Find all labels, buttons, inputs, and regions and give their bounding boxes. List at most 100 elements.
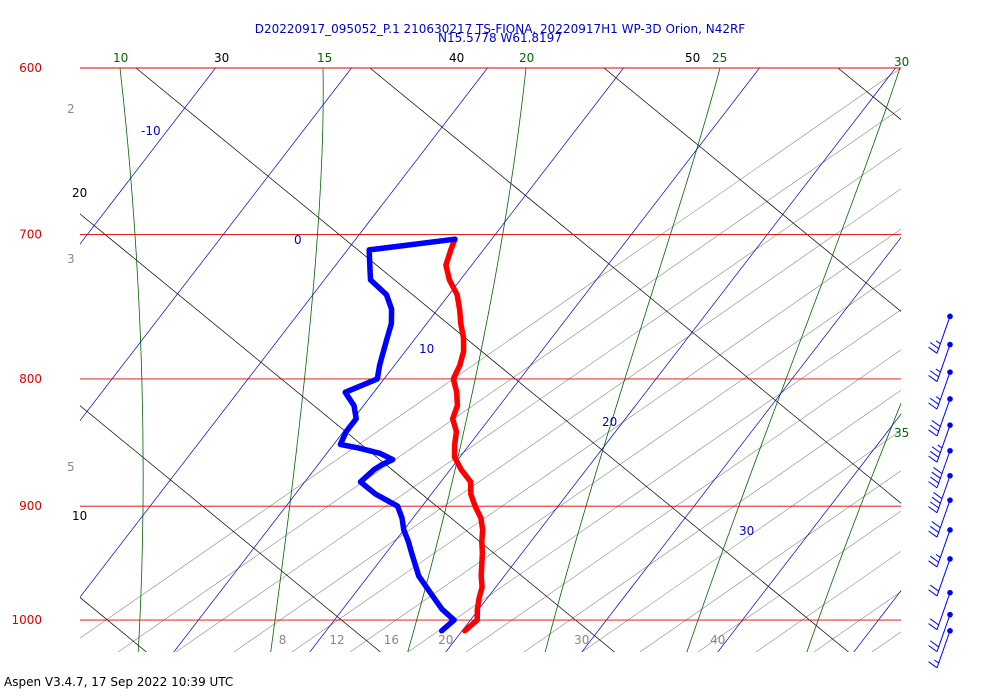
mixing-ratio-line xyxy=(175,148,901,652)
wind-barb-full xyxy=(928,375,938,382)
wind-barb-full xyxy=(929,342,939,350)
isobar-lines xyxy=(80,67,901,621)
wind-barb-station-dot xyxy=(947,589,953,596)
temperature-trace xyxy=(443,236,486,634)
wind-barb-staff xyxy=(936,344,951,382)
mixing-ratio-line xyxy=(813,591,901,652)
dry-adiabat-label: 40 xyxy=(449,51,464,65)
isotherm-label: 30 xyxy=(739,524,754,538)
moist-adiabat-label: 25 xyxy=(712,51,727,65)
wind-barb-half xyxy=(934,659,939,664)
wind-barb-station-dot xyxy=(947,422,953,428)
dry-adiabat-line xyxy=(837,68,901,121)
moist-adiabat-lines xyxy=(119,68,901,652)
wind-barb-staff xyxy=(936,614,951,652)
wind-barb xyxy=(928,447,953,489)
wind-barb-full xyxy=(928,346,938,354)
isotherm-label: 0 xyxy=(294,233,302,247)
wind-barb-station-dot xyxy=(947,497,953,503)
wind-barb xyxy=(928,396,953,437)
wind-barb-staff xyxy=(936,371,951,410)
mixing-ratio-line xyxy=(639,470,901,652)
isotherm-line xyxy=(173,68,624,652)
wind-barb-full xyxy=(929,501,939,509)
mixing-ratio-line xyxy=(233,188,901,652)
wind-barb-full xyxy=(928,402,938,410)
wind-barb-full xyxy=(929,397,939,405)
wind-barb-full xyxy=(933,467,943,475)
isotherm-line xyxy=(853,590,901,652)
wind-barb-station-dot xyxy=(947,611,953,618)
wind-barb-full xyxy=(929,450,939,458)
wind-barb-staff xyxy=(936,529,951,568)
temperature-tick-label: 40 xyxy=(710,633,725,647)
mixing-ratio-line xyxy=(988,68,1000,652)
wind-barb-station-dot xyxy=(947,447,953,454)
mixing-ratio-line xyxy=(117,107,901,652)
wind-barb-full xyxy=(928,623,938,631)
moist-adiabat-label: 10 xyxy=(113,51,128,65)
isotherm-line xyxy=(80,68,352,422)
moist-adiabat-line xyxy=(407,68,527,652)
wind-barb-station-dot xyxy=(947,313,953,320)
temperature-tick-label: 16 xyxy=(384,633,399,647)
wind-barb-half xyxy=(935,554,941,558)
wind-barb xyxy=(928,369,953,410)
wind-barb-staff xyxy=(936,558,951,597)
wind-barb-half xyxy=(935,368,941,373)
mixing-ratio-line xyxy=(523,389,901,652)
mixing-ratio-line xyxy=(80,68,901,639)
wind-barbs xyxy=(928,313,953,669)
pressure-tick-label: 800 xyxy=(19,372,42,386)
mixing-ratio-label: 3 xyxy=(67,252,75,266)
mixing-ratio-line xyxy=(291,228,901,652)
isotherm-line xyxy=(717,413,901,652)
wind-barb-full xyxy=(928,560,938,568)
wind-barb-staff xyxy=(936,316,951,354)
wind-barb-full xyxy=(929,370,939,378)
wind-barb xyxy=(928,472,953,514)
footer-version: Aspen V3.4.7, 17 Sep 2022 10:39 UTC xyxy=(4,675,234,689)
mixing-ratio-label: 5 xyxy=(67,460,75,474)
wind-barb-full xyxy=(933,492,943,499)
mixing-ratio-line xyxy=(930,68,1000,652)
mixing-ratio-line xyxy=(755,550,901,652)
temperature-tick-label: 8 xyxy=(279,633,287,647)
moist-adiabat-label: 35 xyxy=(894,426,909,440)
pressure-tick-label: 900 xyxy=(19,499,42,513)
wind-barb-half xyxy=(935,396,941,401)
wind-barb-full xyxy=(929,424,939,432)
wind-barb-full xyxy=(931,446,941,454)
wind-barb xyxy=(928,422,953,463)
wind-barb-station-dot xyxy=(947,527,953,533)
wind-barb-station-dot xyxy=(947,628,953,634)
mixing-ratio-line xyxy=(697,510,901,652)
moist-adiabat-line xyxy=(544,68,721,652)
wind-barb-staff xyxy=(936,500,951,538)
isotherm-line xyxy=(80,68,216,245)
wind-barb-staff xyxy=(936,450,951,488)
chart-title-line-1: D20220917_095052_P.1 210630217 TS-FIONA,… xyxy=(254,22,746,36)
pressure-tick-label: 600 xyxy=(19,61,42,75)
dewpoint-trace xyxy=(337,236,458,634)
isotherm-lines xyxy=(80,68,1000,652)
moist-adiabat-line xyxy=(119,68,144,652)
isotherm-line xyxy=(990,68,1000,652)
dry-adiabat-lines xyxy=(80,68,901,652)
wind-barb-full xyxy=(928,645,938,653)
wind-barb-full xyxy=(929,584,939,592)
isotherm-line xyxy=(309,68,760,652)
moist-adiabat-line xyxy=(686,68,901,652)
wind-barb-full xyxy=(928,589,938,597)
wind-barb-full xyxy=(929,525,939,533)
wind-barb xyxy=(928,589,953,631)
wind-barb xyxy=(928,611,953,653)
dry-adiabat-line xyxy=(80,405,381,652)
moist-adiabat-line xyxy=(806,402,901,652)
wind-barb xyxy=(928,497,953,538)
wind-barb-staff xyxy=(936,592,951,630)
dry-adiabat-label: 10 xyxy=(72,509,87,523)
wind-barb-half xyxy=(935,340,941,345)
dry-adiabat-line xyxy=(135,68,849,652)
